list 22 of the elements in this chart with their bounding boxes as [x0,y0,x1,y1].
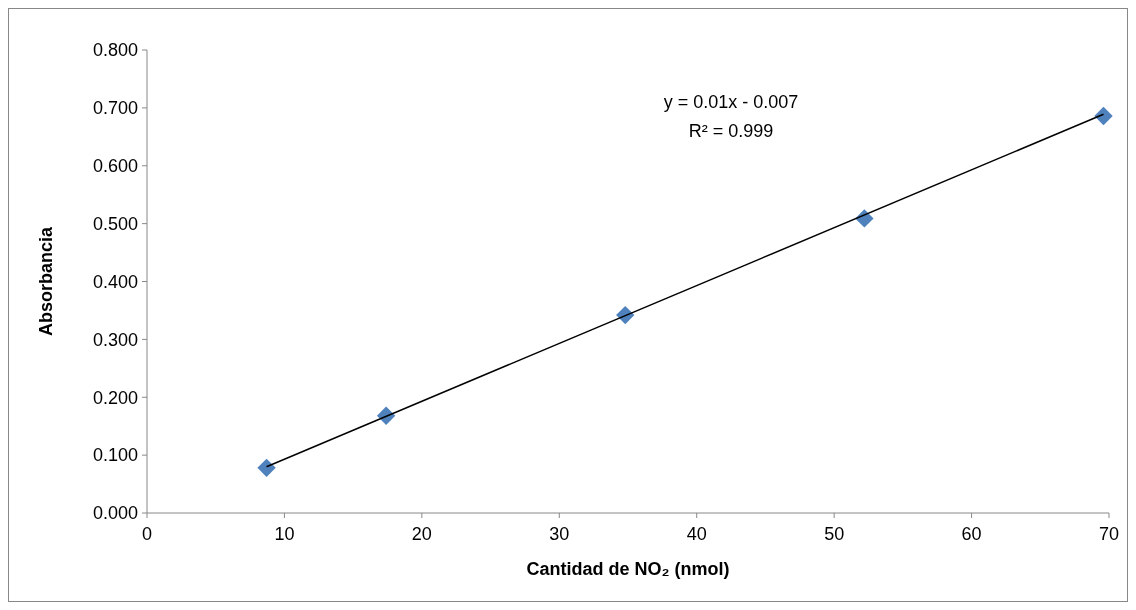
y-tick-label: 0.400 [92,271,138,292]
y-tick-label: 0.200 [92,387,138,408]
y-tick-label: 0.300 [92,329,138,350]
x-tick-label: 20 [411,524,432,544]
x-tick-label: 10 [274,524,295,544]
y-tick-label: 0.500 [92,213,138,234]
x-tick-label: 70 [1098,524,1120,544]
x-tick-label: 50 [824,524,845,544]
x-tick-label: 60 [961,524,982,544]
y-tick-label: 0.800 [92,40,138,61]
y-tick-label: 0.600 [92,156,138,177]
x-tick-label: 40 [686,524,707,544]
x-tick-label: 0 [141,524,153,544]
x-tick-label: 30 [549,524,570,544]
annotation: R² = 0.999 [688,120,774,141]
y-axis-title: Absorbancia [36,226,56,337]
point [257,458,276,478]
y-tick-label: 0.700 [92,98,138,119]
y-tick-label: 0.100 [92,445,138,466]
annotation: y = 0.01x - 0.007 [663,91,799,112]
y-tick-label: 0.000 [92,503,138,524]
x-axis-title: Cantidad de NO₂ (nmol) [526,559,730,579]
